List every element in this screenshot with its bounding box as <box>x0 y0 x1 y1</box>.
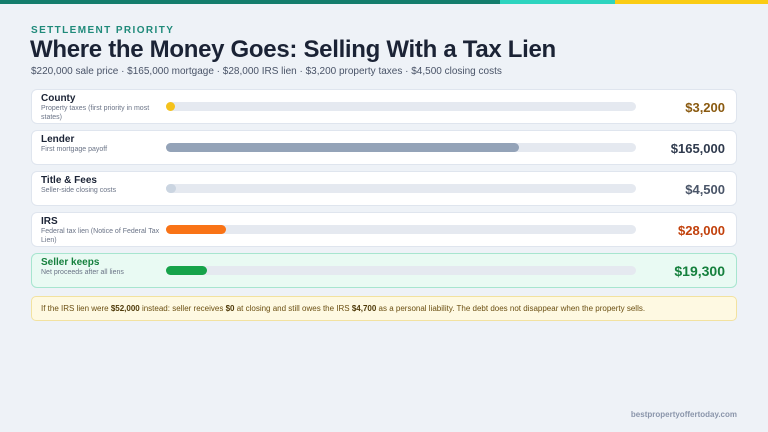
bar-county <box>166 102 175 111</box>
bar-track <box>166 102 636 111</box>
top-accent-bar <box>0 0 768 4</box>
bar-label: IRS <box>41 216 58 227</box>
bar-row-irs: IRS Federal tax lien (Notice of Federal … <box>31 212 737 247</box>
bar-lender <box>166 143 519 152</box>
bar-irs <box>166 225 226 234</box>
bar-value-label: $19,300 <box>674 263 725 279</box>
bar-value-label: $3,200 <box>685 100 725 115</box>
bar-title-fees <box>166 184 176 193</box>
note-text: instead: seller receives <box>139 304 226 313</box>
note-text: If the IRS lien were <box>41 304 111 313</box>
note-text: at closing and still owes the IRS <box>234 304 352 313</box>
bar-row-seller-keeps: Seller keeps Net proceeds after all lien… <box>31 253 737 288</box>
bar-track <box>166 225 636 234</box>
accent-segment-aqua <box>500 0 615 4</box>
settlement-chart: County Property taxes (first priority in… <box>31 89 737 294</box>
bar-row-lender: Lender First mortgage payoff $165,000 <box>31 130 737 165</box>
note-lien-amount: $52,000 <box>110 304 140 313</box>
note-owed: $4,700 <box>351 304 377 313</box>
bar-label: Title & Fees <box>41 175 97 186</box>
bar-row-county: County Property taxes (first priority in… <box>31 89 737 124</box>
note-proceeds: $0 <box>225 304 235 313</box>
bar-description: Seller-side closing costs <box>41 187 117 194</box>
callout-note: If the IRS lien were $52,000 instead: se… <box>31 296 737 321</box>
bar-value-label: $4,500 <box>685 182 725 197</box>
bar-value-label: $28,000 <box>678 223 725 238</box>
bar-description: Net proceeds after all liens <box>41 269 124 276</box>
bar-label: Seller keeps <box>41 257 100 268</box>
bar-label: County <box>41 93 76 104</box>
footer-site: bestpropertyoffertoday.com <box>630 410 737 419</box>
bar-track <box>166 143 636 152</box>
bar-value-label: $165,000 <box>670 141 725 156</box>
bar-description: Property taxes (first priority in most s… <box>41 105 150 121</box>
accent-segment-teal <box>0 0 500 4</box>
note-text: as a personal liability. The debt does n… <box>376 304 646 313</box>
page-subtitle: $220,000 sale price · $165,000 mortgage … <box>31 66 502 77</box>
bar-label: Lender <box>41 134 75 145</box>
bar-description: First mortgage payoff <box>41 146 108 153</box>
page-title: Where the Money Goes: Selling With a Tax… <box>30 36 556 63</box>
accent-segment-yellow <box>615 0 768 4</box>
eyebrow-label: SETTLEMENT PRIORITY <box>31 25 175 36</box>
bar-track <box>166 184 636 193</box>
bar-seller-keeps <box>166 266 207 275</box>
bar-row-title-fees: Title & Fees Seller-side closing costs $… <box>31 171 737 206</box>
bar-description: Federal tax lien (Notice of Federal Tax … <box>41 228 160 244</box>
bar-track <box>166 266 636 275</box>
